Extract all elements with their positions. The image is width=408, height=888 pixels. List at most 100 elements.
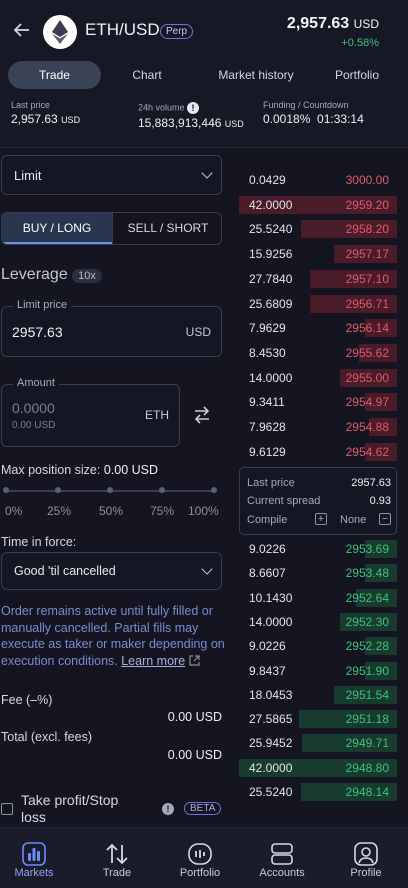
ask-row[interactable]: 42.0000 2959.20 (239, 195, 397, 214)
bid-price: 2953.48 (345, 566, 389, 581)
tpsl-info-icon[interactable]: ! (162, 803, 174, 815)
ask-price: 2957.17 (345, 247, 389, 262)
ask-row[interactable]: 0.0429 3000.00 (239, 171, 397, 189)
leverage-value[interactable]: 10x (72, 269, 102, 283)
funding-countdown: 01:33:14 (317, 112, 364, 126)
ask-price: 2955.62 (345, 345, 389, 360)
ask-size: 25.5240 (249, 222, 293, 237)
bid-depth-bar (356, 588, 397, 607)
fee-label: Fee (–%) (1, 693, 53, 707)
sell-short-button[interactable]: SELL / SHORT (112, 213, 221, 244)
bid-size: 10.1430 (249, 590, 293, 605)
limit-price-input[interactable]: 2957.63 (12, 324, 63, 340)
nav-profile-label: Profile (350, 867, 382, 879)
time-in-force-select[interactable]: Good 'til cancelled (1, 552, 222, 590)
buy-long-button[interactable]: BUY / LONG (2, 213, 112, 244)
learn-more-link[interactable]: Learn more (121, 653, 186, 668)
bid-row[interactable]: 27.5865 2951.18 (239, 710, 397, 729)
bid-row[interactable]: 10.1430 2952.64 (239, 588, 397, 607)
ask-row[interactable]: 25.6809 2956.71 (239, 294, 397, 313)
info-icon[interactable]: ! (187, 102, 200, 114)
ask-row[interactable]: 9.6129 2954.62 (239, 442, 397, 461)
ask-row[interactable]: 14.0000 2955.00 (239, 368, 397, 387)
bid-row[interactable]: 9.0226 2953.69 (239, 540, 397, 558)
compile-minus-icon[interactable]: − (379, 513, 391, 525)
stat-last-price-value: 2,957.63 (11, 112, 58, 126)
limit-price-field[interactable]: Limit price 2957.63 USD (1, 299, 222, 357)
ask-row[interactable]: 15.9256 2957.17 (239, 245, 397, 264)
ask-row[interactable]: 7.9629 2956.14 (239, 319, 397, 338)
ask-row[interactable]: 9.3411 2954.97 (239, 393, 397, 412)
bid-row[interactable]: 9.8437 2951.90 (239, 661, 397, 680)
bid-row[interactable]: 8.6607 2953.48 (239, 564, 397, 583)
slider-tick-25: 25% (47, 504, 72, 518)
slider-stop-25[interactable] (55, 487, 61, 493)
tpsl-checkbox[interactable] (1, 803, 13, 815)
slider-stop-50[interactable] (107, 487, 113, 493)
bid-size: 8.6607 (249, 566, 286, 581)
ask-row[interactable]: 8.4530 2955.62 (239, 343, 397, 362)
compile-plus-icon[interactable]: + (315, 513, 327, 525)
bid-size: 25.5240 (249, 785, 293, 799)
bid-depth-bar (239, 758, 397, 777)
external-link-icon[interactable] (189, 654, 200, 671)
spread-last-price-label: Last price (247, 477, 295, 489)
slider-stop-0[interactable] (3, 487, 9, 493)
stat-last-price: Last price 2,957.63 USD (11, 100, 80, 126)
bid-row[interactable]: 25.9452 2949.71 (239, 734, 397, 753)
bid-price: 2951.90 (345, 663, 389, 678)
bid-price: 2952.30 (345, 614, 389, 629)
ask-row[interactable]: 27.7840 2957.10 (239, 269, 397, 288)
slider-stop-75[interactable] (159, 487, 165, 493)
ask-row[interactable]: 25.5240 2958.20 (239, 220, 397, 239)
nav-profile[interactable]: Profile (325, 828, 407, 888)
bid-depth-bar (334, 685, 397, 704)
bid-price: 2951.54 (345, 687, 389, 702)
bid-price: 2953.69 (345, 542, 389, 556)
back-arrow-icon[interactable] (10, 20, 34, 44)
tab-market-history[interactable]: Market history (218, 68, 294, 82)
max-position-label: Max position size: (1, 463, 101, 477)
order-type-select[interactable]: Limit (1, 155, 222, 195)
tab-trade[interactable]: Trade (8, 61, 101, 89)
amount-field[interactable]: Amount 0.0000 0.00 USD ETH (1, 377, 180, 447)
stat-volume-unit: USD (224, 119, 244, 129)
slider-tick-100: 100% (188, 504, 219, 518)
nav-markets[interactable]: Markets (0, 828, 75, 888)
ask-price: 3000.00 (345, 173, 389, 187)
tab-chart[interactable]: Chart (132, 68, 162, 82)
nav-trade[interactable]: Trade (76, 828, 158, 888)
bid-row[interactable]: 25.5240 2948.14 (239, 783, 397, 801)
stat-funding-label: Funding / Countdown (263, 100, 349, 110)
amount-input[interactable]: 0.0000 (12, 400, 55, 416)
bid-row[interactable]: 14.0000 2952.30 (239, 612, 397, 631)
nav-portfolio[interactable]: Portfolio (159, 828, 241, 888)
ask-size: 9.6129 (249, 444, 286, 459)
limit-price-unit: USD (185, 325, 211, 339)
nav-trade-label: Trade (102, 867, 132, 879)
ask-size: 27.7840 (249, 271, 293, 286)
ask-depth-bar (369, 418, 397, 436)
amount-unit: ETH (145, 408, 169, 422)
beta-badge: BETA (184, 802, 222, 815)
slider-stop-100[interactable] (211, 487, 217, 493)
nav-accounts[interactable]: Accounts (241, 828, 323, 888)
bid-size: 25.9452 (249, 736, 293, 751)
bid-row[interactable]: 42.0000 2948.80 (239, 758, 397, 777)
ask-row[interactable]: 7.9628 2954.88 (239, 418, 397, 436)
bid-row[interactable]: 9.0226 2952.28 (239, 637, 397, 656)
bid-row[interactable]: 18.0453 2951.54 (239, 685, 397, 704)
eth-logo-icon (43, 15, 77, 49)
ask-size: 15.9256 (249, 247, 293, 262)
ask-depth-bar (359, 343, 397, 362)
swap-units-icon[interactable] (192, 406, 214, 426)
chevron-down-icon (201, 563, 213, 575)
bid-price: 2952.64 (345, 590, 389, 605)
limit-price-label: Limit price (13, 299, 72, 311)
market-pair[interactable]: ETH/USD (85, 20, 160, 39)
tab-portfolio[interactable]: Portfolio (334, 68, 380, 82)
bid-price: 2948.14 (345, 785, 389, 799)
position-slider[interactable] (3, 487, 217, 493)
order-note-text: Order remains active until fully filled … (1, 604, 225, 668)
bottom-nav: Markets Trade Portfolio Accounts Profile (0, 827, 408, 888)
